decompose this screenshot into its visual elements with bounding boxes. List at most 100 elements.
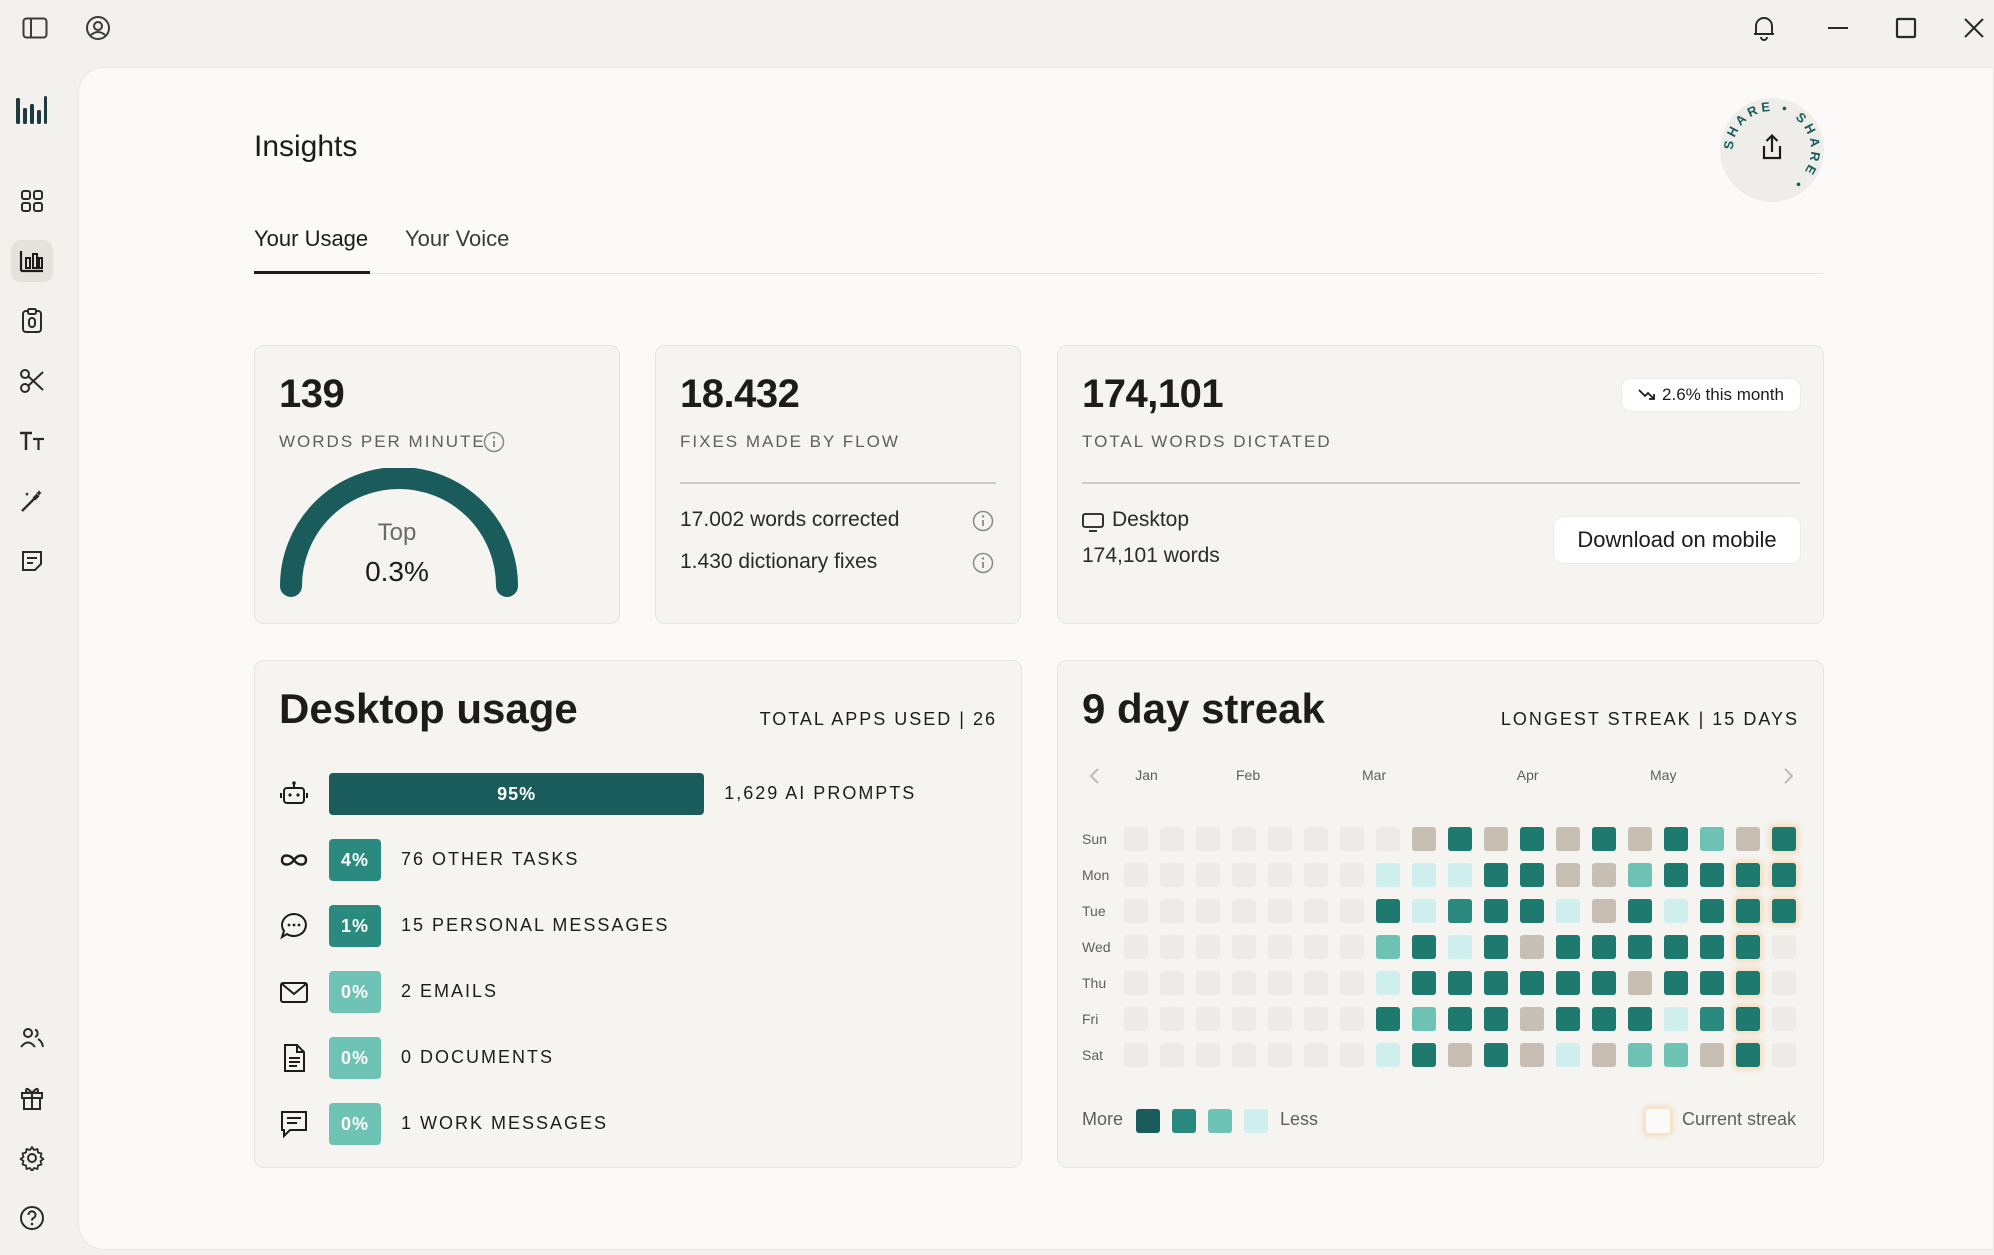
wpm-caption: WORDS PER MINUTE bbox=[279, 432, 486, 451]
download-mobile-button[interactable]: Download on mobile bbox=[1553, 516, 1801, 564]
fixes-card: 18.432 FIXES MADE BY FLOW 17.002 words c… bbox=[655, 345, 1021, 624]
scissors-icon bbox=[19, 368, 45, 394]
sidebar-item-snippets[interactable] bbox=[11, 360, 53, 402]
heatmap-cell bbox=[1700, 863, 1724, 887]
heatmap-cell bbox=[1304, 863, 1328, 887]
heatmap-cell bbox=[1520, 1043, 1544, 1067]
close-icon[interactable] bbox=[1958, 12, 1990, 44]
device-words: 174,101 words bbox=[1082, 544, 1220, 567]
heatmap-cell bbox=[1772, 1007, 1796, 1031]
sidebar-item-insights[interactable] bbox=[11, 240, 53, 282]
heatmap-cell bbox=[1700, 935, 1724, 959]
page-title: Insights bbox=[254, 130, 358, 163]
legend-swatch bbox=[1244, 1109, 1268, 1133]
heatmap-cell bbox=[1736, 1007, 1760, 1031]
heatmap-cell bbox=[1700, 971, 1724, 995]
usage-percent-bar: 0% bbox=[329, 1037, 381, 1079]
usage-label: 0 DOCUMENTS bbox=[401, 1047, 555, 1067]
heatmap-cell bbox=[1124, 1007, 1148, 1031]
heatmap-cell bbox=[1340, 827, 1364, 851]
sidebar-toggle-icon[interactable] bbox=[19, 12, 51, 44]
heatmap-cell bbox=[1772, 899, 1796, 923]
heatmap-cell bbox=[1700, 827, 1724, 851]
heatmap-cell bbox=[1556, 827, 1580, 851]
heatmap-cell bbox=[1196, 935, 1220, 959]
share-button[interactable]: SHARE • SHARE • bbox=[1720, 98, 1824, 202]
heatmap-cell bbox=[1376, 1043, 1400, 1067]
sidebar-item-referral[interactable] bbox=[11, 1077, 53, 1119]
heatmap-cell bbox=[1664, 863, 1688, 887]
wpm-card: 139 WORDS PER MINUTE Top 0.3% bbox=[254, 345, 620, 624]
sidebar-item-style[interactable] bbox=[11, 420, 53, 462]
legend-less: Less bbox=[1280, 1109, 1319, 1129]
legend-current-streak: Current streak bbox=[1682, 1109, 1797, 1129]
help-icon bbox=[19, 1205, 45, 1231]
usage-row: 0% 2 EMAILS bbox=[279, 971, 999, 1013]
message-square-icon bbox=[279, 1109, 309, 1139]
notes-icon bbox=[20, 549, 44, 573]
heatmap-cell bbox=[1628, 935, 1652, 959]
heatmap-cell bbox=[1232, 935, 1256, 959]
streak-title: 9 day streak bbox=[1082, 685, 1325, 732]
heatmap-cell bbox=[1484, 935, 1508, 959]
heatmap-cell bbox=[1160, 863, 1184, 887]
streak-card: 9 day streak LONGEST STREAK | 15 DAYS Ja… bbox=[1057, 660, 1824, 1168]
day-label: Thu bbox=[1082, 975, 1107, 991]
divider bbox=[1082, 482, 1800, 484]
heatmap-cell bbox=[1304, 899, 1328, 923]
sidebar-item-home[interactable] bbox=[11, 180, 53, 222]
heatmap-cell bbox=[1304, 935, 1328, 959]
device-name: Desktop bbox=[1112, 508, 1190, 531]
heatmap-cell bbox=[1448, 971, 1472, 995]
sidebar-item-help[interactable] bbox=[11, 1197, 53, 1239]
next-months-button[interactable] bbox=[1783, 767, 1797, 787]
fixes-value: 18.432 bbox=[680, 372, 800, 416]
sidebar-item-magic[interactable] bbox=[11, 480, 53, 522]
heatmap-cell bbox=[1304, 971, 1328, 995]
heatmap-cell bbox=[1628, 1007, 1652, 1031]
info-icon[interactable] bbox=[972, 510, 994, 532]
prev-months-button[interactable] bbox=[1088, 767, 1102, 787]
text-size-icon bbox=[18, 430, 46, 452]
heatmap-cell bbox=[1484, 827, 1508, 851]
info-icon[interactable] bbox=[972, 552, 994, 574]
trend-badge: 2.6% this month bbox=[1621, 378, 1801, 412]
heatmap-cell bbox=[1340, 863, 1364, 887]
heatmap-cell bbox=[1196, 1007, 1220, 1031]
heatmap-cell bbox=[1520, 863, 1544, 887]
heatmap-cell bbox=[1160, 1043, 1184, 1067]
chat-bubble-icon bbox=[279, 911, 309, 941]
tab-your-voice[interactable]: Your Voice bbox=[405, 226, 510, 251]
month-label: Feb bbox=[1236, 767, 1261, 783]
sidebar-item-clipboard[interactable] bbox=[11, 300, 53, 342]
heatmap-cell bbox=[1628, 863, 1652, 887]
info-icon[interactable] bbox=[483, 431, 505, 453]
heatmap-cell bbox=[1772, 935, 1796, 959]
heatmap-cell bbox=[1376, 935, 1400, 959]
heatmap-cell bbox=[1376, 899, 1400, 923]
heatmap-cell bbox=[1592, 935, 1616, 959]
user-circle-icon[interactable] bbox=[82, 12, 114, 44]
bell-icon[interactable] bbox=[1748, 12, 1780, 44]
heatmap-cell bbox=[1412, 935, 1436, 959]
heatmap-cell bbox=[1592, 899, 1616, 923]
tab-your-usage[interactable]: Your Usage bbox=[254, 226, 370, 274]
sidebar-item-team[interactable] bbox=[11, 1017, 53, 1059]
heatmap-cell bbox=[1268, 827, 1292, 851]
sidebar-item-notes[interactable] bbox=[11, 540, 53, 582]
bar-chart-logo-icon[interactable] bbox=[10, 89, 52, 131]
heatmap-cell bbox=[1232, 863, 1256, 887]
legend-swatch bbox=[1208, 1109, 1232, 1133]
heatmap-cell bbox=[1160, 899, 1184, 923]
main-panel: Insights SHARE • SHARE • Your Usage Your… bbox=[78, 67, 1994, 1250]
heatmap-cell bbox=[1700, 899, 1724, 923]
maximize-icon[interactable] bbox=[1890, 12, 1922, 44]
sidebar-item-settings[interactable] bbox=[11, 1137, 53, 1179]
monitor-icon bbox=[1082, 513, 1104, 533]
robot-icon bbox=[279, 779, 309, 809]
minimize-icon[interactable] bbox=[1822, 12, 1854, 44]
usage-percent-bar: 1% bbox=[329, 905, 381, 947]
mail-icon bbox=[279, 977, 309, 1007]
heatmap-cell bbox=[1592, 971, 1616, 995]
heatmap-cell bbox=[1268, 1043, 1292, 1067]
